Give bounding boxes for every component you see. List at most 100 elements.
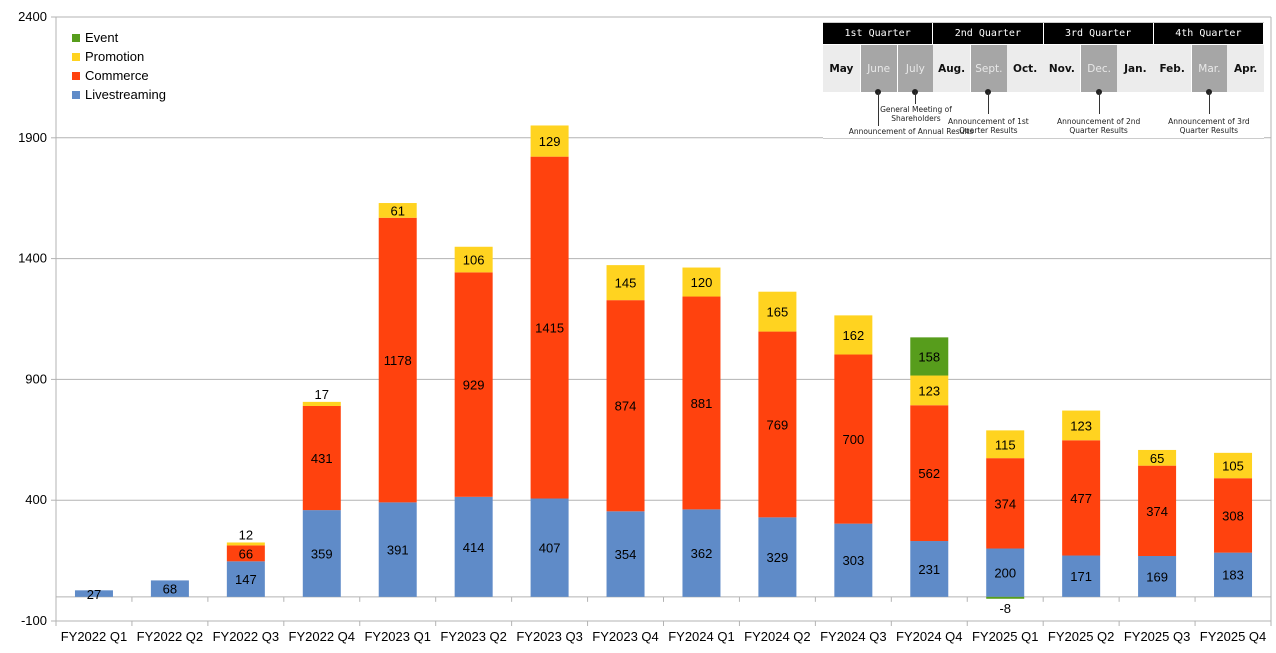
y-tick-label: 900 xyxy=(25,371,47,386)
quarter-header: 3rd Quarter xyxy=(1043,23,1154,44)
data-label: 169 xyxy=(1146,569,1168,584)
bar-promotion xyxy=(834,315,873,355)
bar-commerce xyxy=(378,217,417,503)
legend: Event Promotion Commerce Livestreaming xyxy=(72,28,166,104)
bar-livestreaming xyxy=(758,517,797,597)
legend-label: Promotion xyxy=(85,49,145,64)
bar-commerce xyxy=(910,405,949,542)
bar-livestreaming xyxy=(302,510,341,597)
bar-livestreaming xyxy=(226,561,265,597)
quarter-header-row: 1st Quarter 2nd Quarter 3rd Quarter 4th Qua… xyxy=(823,23,1264,44)
data-label: 129 xyxy=(539,134,561,149)
legend-swatch xyxy=(72,52,80,61)
bar-event xyxy=(910,337,949,376)
bar-livestreaming xyxy=(1062,555,1101,597)
bar-promotion xyxy=(302,401,341,406)
bar-commerce xyxy=(454,272,493,497)
x-tick-label: FY2024 Q3 xyxy=(820,629,887,644)
data-label: 929 xyxy=(463,378,485,393)
data-label: 162 xyxy=(842,328,864,343)
bar-promotion xyxy=(682,267,721,297)
month-cell: June xyxy=(859,45,897,92)
data-label: 171 xyxy=(1070,569,1092,584)
bar-livestreaming xyxy=(1214,552,1253,597)
bar-promotion xyxy=(378,203,417,218)
data-label: 165 xyxy=(767,305,789,320)
data-label: 303 xyxy=(842,553,864,568)
bar-livestreaming xyxy=(834,523,873,597)
month-cell: Nov. xyxy=(1043,45,1081,92)
data-label: 700 xyxy=(842,432,864,447)
data-label: 231 xyxy=(918,562,940,577)
annotation-text: General Meeting of Shareholders xyxy=(880,105,952,123)
data-label: 158 xyxy=(918,349,940,364)
data-label: 407 xyxy=(539,541,561,556)
quarter-header: 2nd Quarter xyxy=(933,23,1044,44)
bar-promotion xyxy=(1062,410,1101,441)
annotation-line xyxy=(878,92,880,126)
bar-livestreaming xyxy=(150,580,189,597)
y-tick-label: 2400 xyxy=(18,9,47,24)
bar-livestreaming xyxy=(454,496,493,597)
data-label: 354 xyxy=(615,547,637,562)
y-tick-label: 400 xyxy=(25,492,47,507)
data-label: 329 xyxy=(767,550,789,565)
month-cell: Dec. xyxy=(1080,45,1117,92)
annotation-line xyxy=(914,92,916,104)
month-row: May June July Aug. Sept. Oct. Nov. Dec. Jan. Feb.… xyxy=(823,45,1264,92)
x-tick-label: FY2023 Q4 xyxy=(592,629,659,644)
bar-livestreaming xyxy=(74,590,113,597)
x-tick-label: FY2022 Q1 xyxy=(61,629,128,644)
month-cell: Apr. xyxy=(1227,45,1264,92)
bar-livestreaming xyxy=(986,548,1025,597)
data-label: 1415 xyxy=(535,321,564,336)
annotation-line xyxy=(1098,92,1100,114)
bar-commerce xyxy=(606,300,645,512)
bar-promotion xyxy=(1138,449,1177,466)
data-label: 374 xyxy=(1146,504,1168,519)
fiscal-calendar-inset: 1st Quarter 2nd Quarter 3rd Quarter 4th Qua… xyxy=(823,22,1264,139)
bar-promotion xyxy=(606,265,645,301)
month-cell: July xyxy=(896,45,934,92)
data-label: 391 xyxy=(387,543,409,558)
x-tick-label: FY2025 Q4 xyxy=(1200,629,1267,644)
annotation-text: Announcement of 2nd Quarter Results xyxy=(1056,117,1141,135)
data-label: 147 xyxy=(235,572,257,587)
bar-promotion xyxy=(986,430,1025,459)
bar-livestreaming xyxy=(606,511,645,597)
bar-promotion xyxy=(454,246,493,273)
legend-item-livestreaming: Livestreaming xyxy=(72,85,166,104)
bar-livestreaming xyxy=(1138,556,1177,597)
month-cell: Mar. xyxy=(1190,45,1228,92)
legend-item-event: Event xyxy=(72,28,166,47)
data-label: 66 xyxy=(239,546,253,561)
month-cell: Oct. xyxy=(1006,45,1044,92)
legend-swatch xyxy=(72,71,80,80)
bar-promotion xyxy=(530,125,569,157)
data-label: 68 xyxy=(163,582,177,597)
annotation-text: Announcement of 3rd Quarter Results xyxy=(1168,117,1250,135)
data-label: 27 xyxy=(87,587,101,602)
annotation-text: Announcement of 1st Quarter Results xyxy=(948,117,1029,135)
data-label: 414 xyxy=(463,540,485,555)
data-label: 183 xyxy=(1222,568,1244,583)
legend-swatch xyxy=(72,33,80,42)
x-tick-label: FY2023 Q1 xyxy=(364,629,431,644)
bar-commerce xyxy=(834,354,873,524)
x-tick-label: FY2022 Q4 xyxy=(289,629,356,644)
bar-commerce xyxy=(682,296,721,510)
data-label: -8 xyxy=(999,601,1011,616)
bar-event xyxy=(986,596,1025,599)
bar-livestreaming xyxy=(530,498,569,597)
data-label: 61 xyxy=(390,203,404,218)
data-label: 308 xyxy=(1222,508,1244,523)
x-tick-label: FY2025 Q1 xyxy=(972,629,1039,644)
data-label: 12 xyxy=(239,527,253,542)
data-label: 120 xyxy=(691,275,713,290)
x-tick-label: FY2023 Q2 xyxy=(440,629,507,644)
bar-promotion xyxy=(910,375,949,406)
data-label: 562 xyxy=(918,466,940,481)
bar-commerce xyxy=(1138,465,1177,557)
data-label: 431 xyxy=(311,451,333,466)
data-label: 123 xyxy=(1070,418,1092,433)
